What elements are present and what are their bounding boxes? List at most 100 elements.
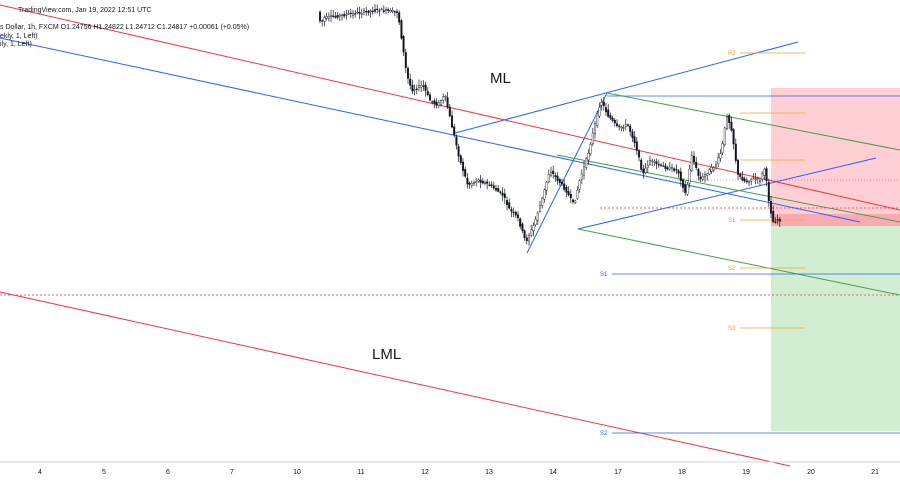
candle-body [459,155,462,164]
candle-body [710,166,713,172]
candle-body [745,180,748,183]
candle-body [365,10,368,13]
blue-fork-base[interactable] [526,92,608,254]
candle-body [327,16,330,19]
candle-body [730,121,733,131]
candle-body [721,143,724,153]
candle-body [536,212,539,221]
candle-body [558,179,561,184]
candle-body [363,10,366,13]
stop-loss-zone[interactable] [771,88,900,226]
candle-body [371,10,374,12]
green-channel-upper[interactable] [606,92,900,151]
blue-descending-line[interactable] [0,37,861,223]
candle-body [646,165,649,169]
candle-body [411,84,414,92]
candle-body [525,237,528,242]
candle-body [620,126,623,129]
candle-body [424,84,427,91]
candle-body [715,164,718,167]
candle-body [440,100,443,105]
candle-body [426,91,429,95]
candle-body [690,155,693,171]
candle-body [699,176,702,180]
green-channel-lower[interactable] [577,228,900,296]
candle-body [334,16,337,18]
candle-body [501,192,504,196]
candle-body [556,175,559,181]
candle-body [763,169,766,176]
candle-body [569,193,572,199]
candle-body [343,14,346,17]
candle-body [563,183,566,190]
candle-body [629,125,632,132]
candle-body [497,188,500,192]
candle-body [655,161,658,164]
candle-body [466,177,469,185]
candle-body [431,101,434,103]
candle-body [391,9,394,12]
blue-fork-lower[interactable] [577,157,877,230]
x-tick-label: 14 [549,469,557,476]
candle-body [638,150,641,158]
candle-body [657,164,660,166]
candle-body [484,182,487,184]
candle-body [404,52,407,68]
candle-body [332,15,335,17]
level-label-s1-orange: S1 [728,218,736,224]
candle-body [389,9,392,13]
candle-body [693,155,696,163]
candle-body [457,146,460,157]
candle-body [413,89,416,91]
candle-body [561,181,564,185]
candle-body [521,223,524,231]
candle-body [358,12,361,14]
candle-body [422,85,425,87]
candle-body [776,219,779,221]
blue-fork-upper[interactable] [454,41,799,134]
candle-body [607,109,610,117]
candle-body [409,78,412,86]
candle-body [448,106,451,117]
candle-body [767,182,770,202]
candle-body [697,169,700,176]
take-profit-zone[interactable] [771,226,900,431]
candle-body [706,173,709,176]
candlestick-series [319,4,781,246]
level-label-s2-orange: S2 [728,266,736,272]
red-lower-median-line[interactable] [0,291,791,467]
watermark-title: TradingView.com, Jan 19, 2022 12:51 UTC [18,7,151,14]
candle-body [644,167,647,173]
candle-body [451,115,454,128]
candle-body [378,10,381,12]
candle-body [695,161,698,169]
green-channel-middle[interactable] [556,154,900,223]
candle-body [444,95,447,98]
candle-body [609,115,612,119]
candle-body [486,181,489,184]
candle-body [345,14,348,16]
candle-body [675,169,678,171]
candle-body [602,101,605,107]
candle-body [433,100,436,104]
candle-body [761,173,764,180]
candle-body [635,141,638,151]
candle-body [488,184,491,186]
candle-body [666,167,669,170]
candle-body [321,20,324,22]
candle-body [565,186,568,193]
level-label-s2-blue: S2 [600,431,608,437]
candle-body [420,85,423,88]
entry-band [771,214,900,226]
time-axis[interactable]: 4 5 6 7 10 11 12 13 14 17 18 19 20 21 [38,469,879,476]
candle-body [653,161,656,163]
candle-body [574,200,577,204]
candle-body [415,88,418,90]
candle-body [640,159,643,170]
candle-body [475,181,478,183]
level-label-r2: R2 [728,51,736,57]
candle-body [352,12,355,16]
candle-body [611,117,614,121]
x-tick-label: 4 [38,469,42,476]
